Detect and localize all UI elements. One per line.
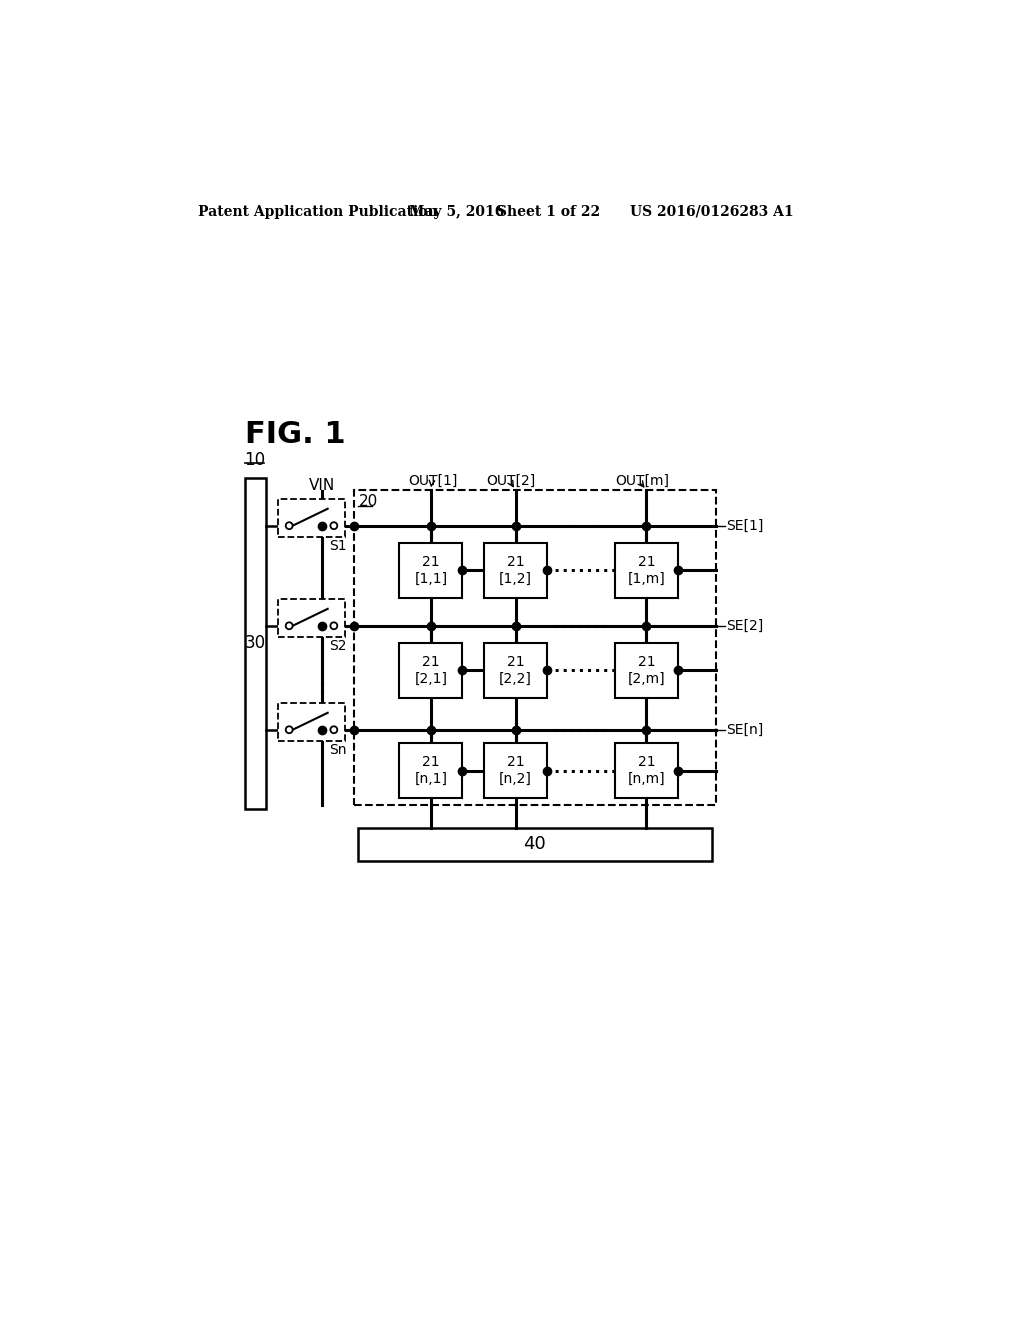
Circle shape bbox=[331, 726, 337, 733]
Bar bbox=[279, 702, 345, 742]
Bar bbox=[399, 743, 463, 799]
Text: 21
[1,m]: 21 [1,m] bbox=[628, 554, 666, 586]
Text: 30: 30 bbox=[245, 635, 266, 652]
Text: Sn: Sn bbox=[330, 743, 347, 756]
Circle shape bbox=[286, 523, 293, 529]
Text: 21
[2,2]: 21 [2,2] bbox=[499, 655, 532, 686]
Text: S1: S1 bbox=[330, 539, 347, 553]
Text: US 2016/0126283 A1: US 2016/0126283 A1 bbox=[630, 205, 794, 219]
Bar bbox=[354, 490, 716, 805]
Bar bbox=[279, 599, 345, 638]
Circle shape bbox=[331, 523, 337, 529]
Bar bbox=[484, 643, 547, 698]
Text: 21
[1,1]: 21 [1,1] bbox=[415, 554, 447, 586]
Bar bbox=[614, 543, 678, 598]
Circle shape bbox=[331, 622, 337, 630]
Text: SE[2]: SE[2] bbox=[727, 619, 764, 632]
Text: 21
[n,1]: 21 [n,1] bbox=[415, 755, 447, 787]
Text: SE[1]: SE[1] bbox=[727, 519, 764, 533]
Bar bbox=[484, 543, 547, 598]
Bar bbox=[357, 829, 712, 861]
Circle shape bbox=[286, 726, 293, 733]
Text: 21
[1,2]: 21 [1,2] bbox=[499, 554, 532, 586]
Text: 21
[2,m]: 21 [2,m] bbox=[628, 655, 666, 686]
Text: May 5, 2016: May 5, 2016 bbox=[410, 205, 505, 219]
Text: 21
[n,2]: 21 [n,2] bbox=[499, 755, 532, 787]
Text: VIN: VIN bbox=[308, 478, 335, 492]
Bar bbox=[279, 499, 345, 537]
Text: Sheet 1 of 22: Sheet 1 of 22 bbox=[497, 205, 600, 219]
Bar bbox=[614, 643, 678, 698]
Text: Patent Application Publication: Patent Application Publication bbox=[199, 205, 438, 219]
Bar bbox=[245, 478, 266, 809]
Text: OUT[m]: OUT[m] bbox=[615, 474, 670, 488]
Bar bbox=[399, 543, 463, 598]
Circle shape bbox=[286, 622, 293, 630]
Bar bbox=[399, 643, 463, 698]
Text: 20: 20 bbox=[358, 494, 378, 510]
Text: OUT[1]: OUT[1] bbox=[408, 474, 457, 488]
Text: OUT[2]: OUT[2] bbox=[486, 474, 536, 488]
Text: 40: 40 bbox=[523, 836, 546, 854]
Text: FIG. 1: FIG. 1 bbox=[245, 420, 345, 449]
Text: 21
[2,1]: 21 [2,1] bbox=[415, 655, 447, 686]
Bar bbox=[614, 743, 678, 799]
Text: 21
[n,m]: 21 [n,m] bbox=[628, 755, 666, 787]
Text: SE[n]: SE[n] bbox=[727, 723, 764, 737]
Bar bbox=[484, 743, 547, 799]
Text: 10: 10 bbox=[245, 451, 265, 469]
Text: S2: S2 bbox=[330, 639, 347, 653]
